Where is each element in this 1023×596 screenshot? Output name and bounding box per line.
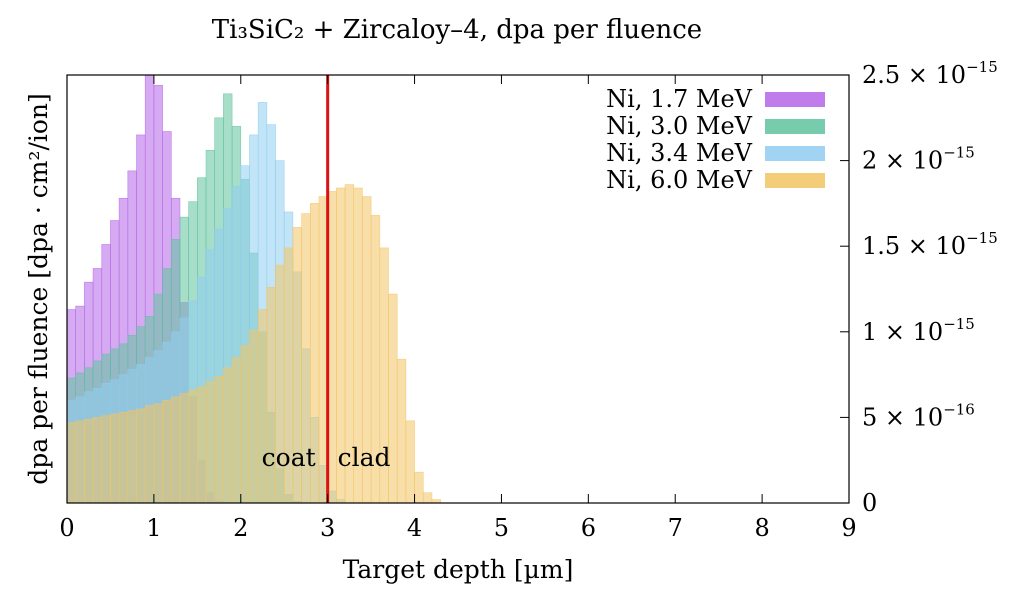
bar-series-4-bin-7 bbox=[127, 410, 137, 504]
x-tick-label: 7 bbox=[668, 514, 683, 542]
y-tick-label: 2.5 × 10−15 bbox=[862, 58, 998, 89]
bar-series-4-bin-13 bbox=[179, 393, 189, 504]
bar-series-4-bin-1 bbox=[75, 420, 85, 504]
chart-title: Ti₃SiC₂ + Zircaloy–4, dpa per fluence bbox=[212, 15, 702, 45]
y-tick-label: 1 × 10−15 bbox=[862, 315, 975, 346]
bar-series-4-bin-40 bbox=[414, 471, 424, 504]
bar-series-4-bin-8 bbox=[136, 408, 146, 504]
x-tick-label: 9 bbox=[841, 514, 856, 542]
x-tick-label: 3 bbox=[320, 514, 335, 542]
coat-label: coat bbox=[262, 443, 316, 472]
x-tick-label: 8 bbox=[754, 514, 769, 542]
y-tick-label: 0 bbox=[862, 489, 877, 517]
x-axis-label: Target depth [µm] bbox=[343, 555, 574, 584]
y-tick-label: 5 × 10−16 bbox=[862, 400, 975, 431]
x-tick-label: 4 bbox=[407, 514, 422, 542]
x-axis-ticks: 0 1 2 3 4 5 6 7 8 9 bbox=[59, 75, 857, 542]
x-tick-label: 5 bbox=[494, 514, 509, 542]
legend-label: Ni, 3.0 MeV bbox=[606, 112, 753, 140]
bar-series-4-bin-20 bbox=[240, 345, 250, 504]
bar-series-4-bin-5 bbox=[110, 413, 120, 504]
bar-series-4-bin-38 bbox=[396, 358, 407, 504]
legend-label: Ni, 6.0 MeV bbox=[606, 166, 753, 194]
bar-series-4-bin-39 bbox=[405, 420, 415, 504]
legend-label: Ni, 3.4 MeV bbox=[606, 139, 753, 167]
bar-series-4-bin-18 bbox=[223, 367, 233, 504]
bar-series-4-bin-0 bbox=[66, 422, 76, 504]
bar-series-4-bin-11 bbox=[162, 399, 172, 504]
legend-swatch bbox=[765, 173, 825, 188]
bar-series-4-bin-41 bbox=[422, 492, 433, 504]
legend-label: Ni, 1.7 MeV bbox=[606, 85, 753, 113]
bar-series-4-bin-21 bbox=[249, 329, 259, 504]
legend-swatch bbox=[765, 146, 825, 161]
bar-series-4-bin-16 bbox=[205, 381, 216, 504]
x-tick-label: 2 bbox=[233, 514, 248, 542]
legend-swatch bbox=[765, 92, 825, 107]
y-tick-label: 2 × 10−15 bbox=[862, 144, 975, 175]
bar-series-4-bin-14 bbox=[188, 389, 198, 504]
bar-series-4-bin-4 bbox=[101, 415, 111, 504]
y-axis-ticks: 0 5 × 10−16 1 × 10−15 1.5 × 10−15 2 × 10−15 2… bbox=[840, 58, 998, 517]
bar-series-4-bin-15 bbox=[197, 386, 207, 504]
bar-series-4-bin-17 bbox=[214, 376, 224, 504]
y-tick-label: 1.5 × 10−15 bbox=[862, 229, 998, 260]
bar-series-4-bin-19 bbox=[231, 357, 242, 504]
bar-series-4-bin-2 bbox=[84, 418, 94, 504]
bar-series-4-bin-12 bbox=[170, 396, 181, 504]
legend-swatch bbox=[765, 119, 825, 134]
bar-series-4-bin-22 bbox=[257, 309, 268, 504]
bar-series-4-bin-9 bbox=[144, 405, 155, 504]
histogram-bars bbox=[66, 74, 441, 504]
x-tick-label: 1 bbox=[146, 514, 161, 542]
bar-series-4-bin-3 bbox=[92, 417, 103, 504]
bar-series-4-bin-6 bbox=[118, 411, 129, 504]
bar-series-4-bin-10 bbox=[153, 403, 163, 504]
plot-frame bbox=[66, 74, 850, 504]
x-tick-label: 6 bbox=[581, 514, 596, 542]
x-tick-label: 0 bbox=[59, 514, 74, 542]
clad-label: clad bbox=[338, 443, 391, 472]
y-axis-label: dpa per fluence [dpa · cm²/ion] bbox=[24, 93, 53, 485]
